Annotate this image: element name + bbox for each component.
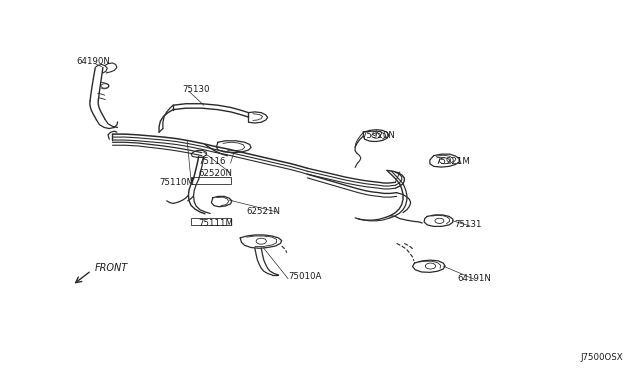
Text: 75110M: 75110M [159,178,194,187]
Text: 75116: 75116 [198,157,226,166]
Text: 75010A: 75010A [288,272,321,281]
Text: J7500OSX: J7500OSX [580,353,623,362]
Text: 62520N: 62520N [198,169,233,177]
Text: 75920N: 75920N [362,131,396,141]
Text: 75921M: 75921M [435,157,470,166]
Text: 75111M: 75111M [198,219,234,228]
Text: FRONT: FRONT [95,263,129,273]
Text: 75131: 75131 [454,221,482,230]
Text: 64190N: 64190N [76,57,110,66]
Text: 64191N: 64191N [458,274,491,283]
Text: 62521N: 62521N [246,208,280,217]
Text: 75130: 75130 [182,85,210,94]
